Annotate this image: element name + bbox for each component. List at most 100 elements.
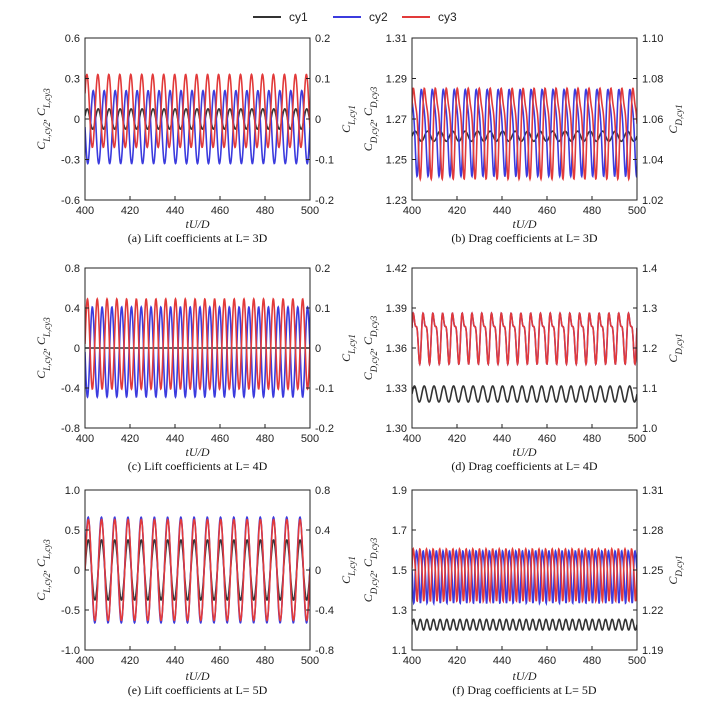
- y-right-axis-label: CD,cy1: [666, 104, 684, 133]
- x-tick-label: 480: [583, 655, 601, 667]
- y-right-tick-label: 0.2: [315, 263, 330, 275]
- y-left-axis-label: CL,cy2, CL,cy3: [34, 539, 52, 601]
- y-left-tick-label: 1.36: [386, 343, 407, 355]
- x-axis-label: tU/D: [186, 217, 210, 231]
- x-axis-label: tU/D: [186, 669, 210, 683]
- y-left-axis-label: CD,cy2, CD,cy3: [361, 537, 379, 602]
- y-left-tick-label: 0: [74, 343, 80, 355]
- y-right-axis-label: CL,cy1: [339, 556, 357, 584]
- x-tick-label: 400: [403, 205, 421, 217]
- x-tick-label: 460: [211, 205, 229, 217]
- y-left-tick-label: 1.29: [386, 74, 407, 86]
- x-tick-label: 460: [538, 205, 556, 217]
- x-tick-label: 400: [403, 433, 421, 445]
- series-line-cy3: [412, 546, 637, 604]
- y-right-tick-label: -0.8: [315, 645, 334, 657]
- y-right-tick-label: 0: [315, 114, 321, 126]
- y-right-tick-label: 1.04: [642, 155, 663, 167]
- y-left-tick-label: 0.6: [65, 33, 80, 45]
- series-group: [85, 296, 310, 400]
- y-right-tick-label: 1.02: [642, 195, 663, 207]
- y-right-tick-label: 0.4: [315, 525, 330, 537]
- x-tick-label: 500: [628, 655, 646, 667]
- panel-caption: (e) Lift coefficients at L= 5D: [128, 683, 268, 697]
- x-tick-label: 480: [583, 433, 601, 445]
- legend-label-cy3: cy3: [438, 10, 457, 24]
- y-left-tick-label: 1.7: [392, 525, 407, 537]
- x-tick-label: 400: [76, 205, 94, 217]
- x-tick-label: 420: [448, 655, 466, 667]
- panel-caption: (c) Lift coefficients at L= 4D: [128, 459, 268, 473]
- x-tick-label: 420: [121, 655, 139, 667]
- series-line-cy1: [412, 385, 637, 403]
- series-line-cy2: [85, 89, 310, 165]
- y-right-axis-label: CL,cy1: [339, 334, 357, 362]
- y-left-tick-label: 0.8: [65, 263, 80, 275]
- series-group: [85, 515, 310, 625]
- panel-caption: (f) Drag coefficients at L= 5D: [452, 683, 596, 697]
- x-tick-label: 460: [211, 655, 229, 667]
- y-right-tick-label: 1.06: [642, 114, 663, 126]
- x-tick-label: 400: [403, 655, 421, 667]
- y-left-axis-label: CD,cy2, CD,cy3: [361, 86, 379, 151]
- panel-caption: (b) Drag coefficients at L= 3D: [451, 231, 597, 245]
- panel-f: 400 420 440 460 480 500 1.1 1.3 1.5 1.7 1.9 1.19 1.2…: [361, 485, 684, 697]
- panel-d: 400 420 440 460 480 500 1.30 1.33 1.36 1.39 1.42 1.…: [361, 263, 684, 473]
- x-tick-label: 420: [448, 433, 466, 445]
- plot-frame: [411, 267, 638, 429]
- y-left-tick-label: 1.9: [392, 485, 407, 497]
- y-left-tick-label: 1.23: [386, 195, 407, 207]
- y-left-tick-label: 1.0: [65, 485, 80, 497]
- y-left-tick-label: 1.31: [386, 33, 407, 45]
- x-tick-label: 420: [121, 433, 139, 445]
- x-tick-label: 500: [301, 433, 319, 445]
- x-tick-label: 500: [628, 205, 646, 217]
- x-axis-label: tU/D: [513, 445, 537, 459]
- y-left-tick-label: -0.5: [61, 605, 80, 617]
- y-right-axis-label: CL,cy1: [339, 105, 357, 133]
- legend-label-cy2: cy2: [369, 10, 388, 24]
- series-line-cy3: [85, 73, 310, 149]
- x-axis-label: tU/D: [513, 217, 537, 231]
- y-right-tick-label: 1.3: [642, 303, 657, 315]
- x-tick-label: 420: [448, 205, 466, 217]
- series-group: [412, 311, 637, 403]
- panel-b: 400 420 440 460 480 500 1.23 1.25 1.27 1.29 1.31 1.…: [361, 33, 684, 245]
- y-right-tick-label: 1.0: [642, 423, 657, 435]
- y-right-tick-label: 1.1: [642, 383, 657, 395]
- y-right-tick-label: 0: [315, 343, 321, 355]
- y-left-tick-label: -0.3: [61, 155, 80, 167]
- x-axis-label: tU/D: [513, 669, 537, 683]
- series-group: [412, 86, 637, 182]
- y-left-tick-label: 1.42: [386, 263, 407, 275]
- x-tick-label: 440: [166, 655, 184, 667]
- x-tick-label: 500: [628, 433, 646, 445]
- series-line-cy3: [412, 311, 637, 367]
- y-right-tick-label: 0.2: [315, 33, 330, 45]
- y-left-tick-label: 1.30: [386, 423, 407, 435]
- y-left-tick-label: 1.33: [386, 383, 407, 395]
- y-right-tick-label: 1.22: [642, 605, 663, 617]
- y-left-axis-label: CD,cy2, CD,cy3: [361, 315, 379, 380]
- x-tick-label: 480: [583, 205, 601, 217]
- panel-c: 400 420 440 460 480 500 -0.8 -0.4 0 0.4 0.8 -0.2 -0.…: [34, 263, 357, 473]
- y-right-tick-label: 1.19: [642, 645, 663, 657]
- y-right-tick-label: 1.31: [642, 485, 663, 497]
- y-right-tick-label: 0.1: [315, 303, 330, 315]
- x-tick-label: 460: [538, 655, 556, 667]
- y-left-tick-label: 1.27: [386, 114, 407, 126]
- y-left-tick-label: 0.3: [65, 74, 80, 86]
- series-line-cy3: [85, 518, 310, 622]
- series-group: [85, 73, 310, 165]
- x-tick-label: 440: [493, 655, 511, 667]
- y-right-tick-label: 1.10: [642, 33, 663, 45]
- y-right-tick-label: -0.1: [315, 383, 334, 395]
- panel-caption: (d) Drag coefficients at L= 4D: [451, 459, 597, 473]
- y-left-tick-label: 1.5: [392, 565, 407, 577]
- y-left-tick-label: -0.4: [61, 383, 80, 395]
- y-left-tick-label: -1.0: [61, 645, 80, 657]
- y-left-axis-label: CL,cy2, CL,cy3: [34, 317, 52, 379]
- y-right-tick-label: 1.25: [642, 565, 663, 577]
- y-right-tick-label: 1.28: [642, 525, 663, 537]
